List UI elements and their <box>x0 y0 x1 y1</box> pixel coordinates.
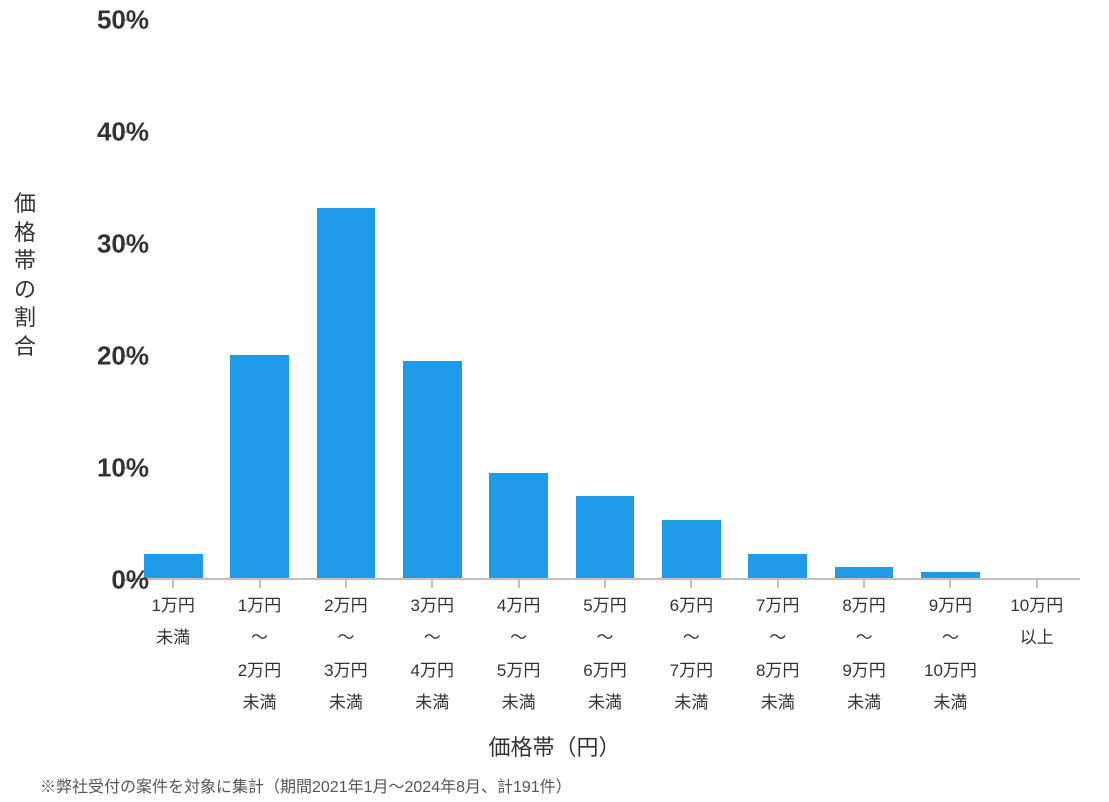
chart-container: 価格帯の割合 価格帯（円） ※弊社受付の案件を対象に集計（期間2021年1月～2… <box>0 0 1109 802</box>
x-tick-mark <box>1036 580 1038 588</box>
bar <box>662 520 721 578</box>
x-tick-mark <box>259 580 261 588</box>
y-tick-label: 30% <box>69 229 149 260</box>
x-axis-title: 価格帯（円） <box>0 730 1109 762</box>
bar <box>748 554 807 578</box>
y-tick-label: 50% <box>69 5 149 36</box>
x-tick-mark <box>777 580 779 588</box>
bar <box>144 554 203 578</box>
bar <box>921 572 980 578</box>
x-tick-mark <box>604 580 606 588</box>
x-tick-label: 8万円〜9万円未満 <box>821 590 907 719</box>
x-tick-mark <box>949 580 951 588</box>
bar <box>835 567 894 578</box>
y-tick-label: 10% <box>69 453 149 484</box>
x-tick-mark <box>431 580 433 588</box>
x-tick-label: 10万円以上 <box>994 590 1080 655</box>
x-tick-mark <box>345 580 347 588</box>
x-tick-label: 6万円〜7万円未満 <box>648 590 734 719</box>
bar <box>576 496 635 578</box>
x-tick-label: 3万円〜4万円未満 <box>389 590 475 719</box>
y-tick-label: 40% <box>69 117 149 148</box>
x-tick-label: 2万円〜3万円未満 <box>303 590 389 719</box>
y-axis-title: 価格帯の割合 <box>10 190 40 362</box>
x-tick-label: 5万円〜6万円未満 <box>562 590 648 719</box>
y-tick-label: 20% <box>69 341 149 372</box>
x-tick-mark <box>172 580 174 588</box>
x-tick-mark <box>518 580 520 588</box>
x-tick-label: 4万円〜5万円未満 <box>475 590 561 719</box>
bar <box>317 208 376 578</box>
x-tick-label: 7万円〜8万円未満 <box>735 590 821 719</box>
x-tick-label: 1万円未満 <box>130 590 216 655</box>
x-tick-mark <box>690 580 692 588</box>
bar <box>403 361 462 578</box>
bar <box>230 355 289 578</box>
x-tick-label: 1万円〜2万円未満 <box>216 590 302 719</box>
x-tick-label: 9万円〜10万円未満 <box>907 590 993 719</box>
x-tick-mark <box>863 580 865 588</box>
plot-area <box>130 20 1080 580</box>
footnote: ※弊社受付の案件を対象に集計（期間2021年1月～2024年8月、計191件） <box>40 773 572 797</box>
bar <box>489 473 548 578</box>
